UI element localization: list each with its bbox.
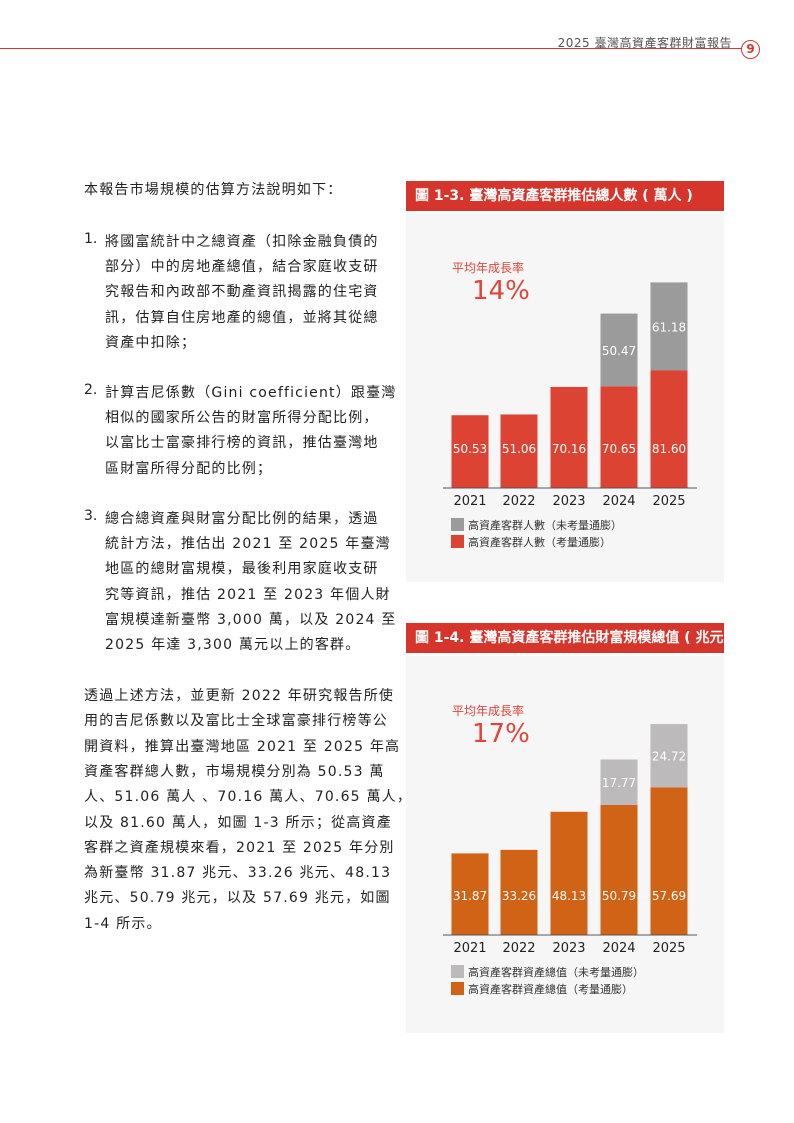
bar-value-label: 50.53	[453, 442, 487, 456]
bar-2022-series-0	[500, 849, 538, 935]
figure-1-4-panel: 平均年成長率 17% 31.87 2021 33.26 2022 48.13 2023 50.7…	[406, 656, 724, 1033]
x-tick-label: 2025	[652, 941, 685, 956]
list-item-line: 統計方法，推估出 2021 至 2025 年臺灣	[105, 536, 391, 553]
legend-swatch	[451, 965, 464, 978]
growth-rate-value: 14%	[472, 276, 530, 306]
list-item-line: 富規模達新臺幣 3,000 萬，以及 2024 至	[105, 611, 397, 628]
bar-value-label: 61.18	[652, 320, 686, 334]
growth-rate-value: 17%	[472, 719, 530, 749]
bar-value-label: 33.26	[502, 889, 536, 903]
list-item-line: 究報告和內政部不動產資訊揭露的住宅資	[105, 284, 379, 301]
bar-2025-series-1	[650, 282, 688, 371]
bar-2025-series-0	[650, 787, 688, 935]
legend-label: 高資產客群資產總值（考量通膨）	[468, 982, 633, 996]
list-item-line: 究等資訊，推估 2021 至 2023 年個人財	[105, 586, 391, 603]
list-item-line: 地區的總財富規模，最後利用家庭收支研	[105, 561, 379, 578]
bar-value-label: 24.72	[652, 750, 686, 764]
bar-value-label: 70.65	[602, 442, 636, 456]
growth-rate-label: 平均年成長率	[452, 260, 524, 275]
list-item-line: 訊，估算自住房地產的總值，並將其從總	[105, 309, 379, 326]
conclusion-line: 1-4 所示。	[84, 915, 162, 932]
bar-value-label: 57.69	[652, 889, 686, 903]
conclusion-line: 用的吉尼係數以及富比士全球富豪排行榜等公	[84, 713, 388, 730]
bar-2024-series-1	[600, 759, 638, 805]
bar-value-label: 50.47	[602, 344, 636, 358]
legend-swatch	[451, 535, 464, 548]
x-tick-label: 2023	[552, 941, 585, 956]
conclusion-line: 透過上述方法，並更新 2022 年研究報告所使	[84, 688, 395, 704]
x-tick-label: 2022	[502, 494, 535, 509]
bar-value-label: 48.13	[552, 889, 586, 903]
list-number: 1.	[84, 231, 98, 247]
list-number: 2.	[84, 382, 98, 398]
intro-text: 本報告市場規模的估算方法說明如下：	[84, 182, 343, 198]
x-tick-label: 2023	[552, 494, 585, 509]
legend-label: 高資產客群人數（考量通膨）	[468, 535, 611, 549]
figure-1-3-title: 圖 1-3. 臺灣高資產客群推估總人數 ( 萬人 )	[406, 181, 724, 211]
x-tick-label: 2021	[453, 941, 486, 956]
bar-2024-series-0	[600, 804, 638, 935]
x-tick-label: 2025	[652, 494, 685, 509]
x-tick-label: 2024	[602, 494, 635, 509]
growth-rate-label: 平均年成長率	[452, 703, 524, 718]
bar-2023-series-0	[550, 811, 588, 935]
bar-2021-series-0	[451, 415, 489, 488]
bar-2024-series-1	[600, 313, 638, 387]
report-title: 2025 臺灣高資產客群財富報告	[557, 36, 732, 50]
bar-2025-series-0	[650, 370, 688, 488]
figure-1-4-title: 圖 1-4. 臺灣高資產客群推估財富規模總值 ( 兆元 )	[406, 623, 735, 653]
list-item-line: 2025 年達 3,300 萬元以上的客群。	[105, 637, 361, 653]
conclusion-line: 為新臺幣 31.87 兆元、33.26 兆元、48.13	[84, 865, 392, 882]
bar-2023-series-0	[550, 386, 588, 488]
list-number: 3.	[84, 508, 98, 524]
bar-value-label: 17.77	[602, 776, 636, 790]
legend-swatch	[451, 518, 464, 531]
x-tick-label: 2024	[602, 941, 635, 956]
bar-value-label: 50.79	[602, 889, 636, 903]
legend-label: 高資產客群人數（未考量通膨）	[468, 518, 622, 532]
conclusion-line: 開資料，推算出臺灣地區 2021 至 2025 年高	[84, 738, 401, 755]
list-item-line: 區財富所得分配的比例；	[105, 460, 273, 477]
conclusion-line: 兆元、50.79 兆元，以及 57.69 兆元，如圖	[84, 890, 391, 907]
legend-label: 高資產客群資產總值（未考量通膨）	[468, 965, 644, 979]
conclusion-line: 客群之資產規模來看，2021 至 2025 年分別	[84, 839, 395, 856]
list-item-line: 總合總資產與財富分配比例的結果，透過	[105, 511, 379, 527]
page-number: 9	[741, 40, 760, 59]
list-item-line: 計算吉尼係數（Gini coefficient）跟臺灣	[105, 385, 397, 401]
conclusion-line: 人、51.06 萬人 、70.16 萬人、70.65 萬人，	[84, 789, 413, 806]
bar-value-label: 31.87	[453, 889, 487, 903]
bar-2025-series-1	[650, 724, 688, 788]
conclusion-line: 資產客群總人數，市場規模分別為 50.53 萬	[84, 763, 385, 780]
list-item-line: 以富比士富豪排行榜的資訊，推估臺灣地	[105, 435, 379, 452]
bar-2024-series-0	[600, 386, 638, 488]
figure-1-3-panel: 平均年成長率 14% 50.53 2021 51.06 2022 70.16 2023 70.6…	[406, 213, 724, 582]
x-tick-label: 2022	[502, 941, 535, 956]
legend-swatch	[451, 982, 464, 995]
list-item-line: 將國富統計中之總資產（扣除金融負債的	[105, 234, 379, 250]
conclusion-line: 以及 81.60 萬人，如圖 1-3 所示；從高資產	[84, 814, 392, 831]
bar-value-label: 70.16	[552, 442, 586, 456]
bar-value-label: 51.06	[502, 442, 536, 456]
bar-2022-series-0	[500, 414, 538, 488]
list-item-line: 部分）中的房地產總值，結合家庭收支研	[105, 259, 379, 276]
list-item-line: 相似的國家所公告的財富所得分配比例，	[105, 410, 379, 427]
x-tick-label: 2021	[453, 494, 486, 509]
bar-value-label: 81.60	[652, 442, 686, 456]
header-rule	[0, 48, 742, 49]
bar-2021-series-0	[451, 853, 489, 935]
list-item-line: 資產中扣除；	[105, 334, 197, 351]
